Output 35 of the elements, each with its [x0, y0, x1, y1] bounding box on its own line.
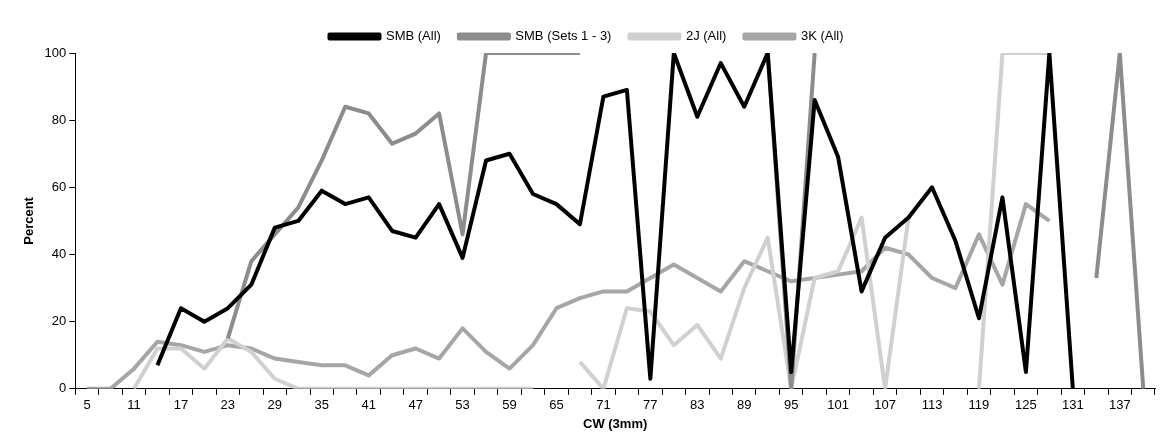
y-tick-label: 60 — [51, 178, 67, 194]
x-axis-title: CW (3mm) — [583, 415, 648, 431]
x-tick-label: 125 — [1015, 397, 1037, 413]
x-tick-label: 113 — [921, 397, 943, 413]
x-tick-label: 11 — [127, 397, 141, 413]
x-tick-label: 65 — [549, 397, 564, 413]
x-tick-label: 23 — [220, 397, 236, 413]
legend-label: 3K (All) — [800, 28, 844, 44]
x-tick-label: 71 — [596, 397, 611, 413]
legend-label: SMB (All) — [385, 28, 441, 44]
y-tick-label: 0 — [59, 380, 67, 396]
y-axis-title: Percent — [21, 196, 37, 245]
x-tick-label: 35 — [314, 397, 329, 413]
x-tick-label: 83 — [690, 397, 705, 413]
y-tick-label: 20 — [51, 313, 67, 329]
x-tick-label: 89 — [737, 397, 752, 413]
x-tick-label: 53 — [455, 397, 470, 413]
x-tick-label: 41 — [361, 397, 376, 413]
x-tick-label: 17 — [173, 397, 189, 413]
legend-label: 2J (All) — [685, 28, 727, 44]
x-tick-label: 95 — [783, 397, 799, 413]
y-tick-label: 40 — [51, 246, 67, 262]
legend-label: SMB (Sets 1 - 3) — [515, 28, 612, 44]
x-tick-label: 59 — [502, 397, 517, 413]
x-tick-label: 29 — [267, 397, 283, 413]
x-tick-label: 107 — [874, 397, 896, 413]
y-tick-label: 100 — [44, 44, 67, 60]
x-tick-label: 101 — [827, 397, 849, 413]
x-tick-label: 131 — [1062, 397, 1084, 413]
y-tick-label: 80 — [51, 111, 67, 127]
x-tick-label: 5 — [83, 397, 91, 413]
x-tick-label: 47 — [408, 397, 423, 413]
x-tick-label: 77 — [643, 397, 658, 413]
x-tick-label: 137 — [1108, 397, 1131, 413]
x-tick-label: 119 — [968, 397, 990, 413]
